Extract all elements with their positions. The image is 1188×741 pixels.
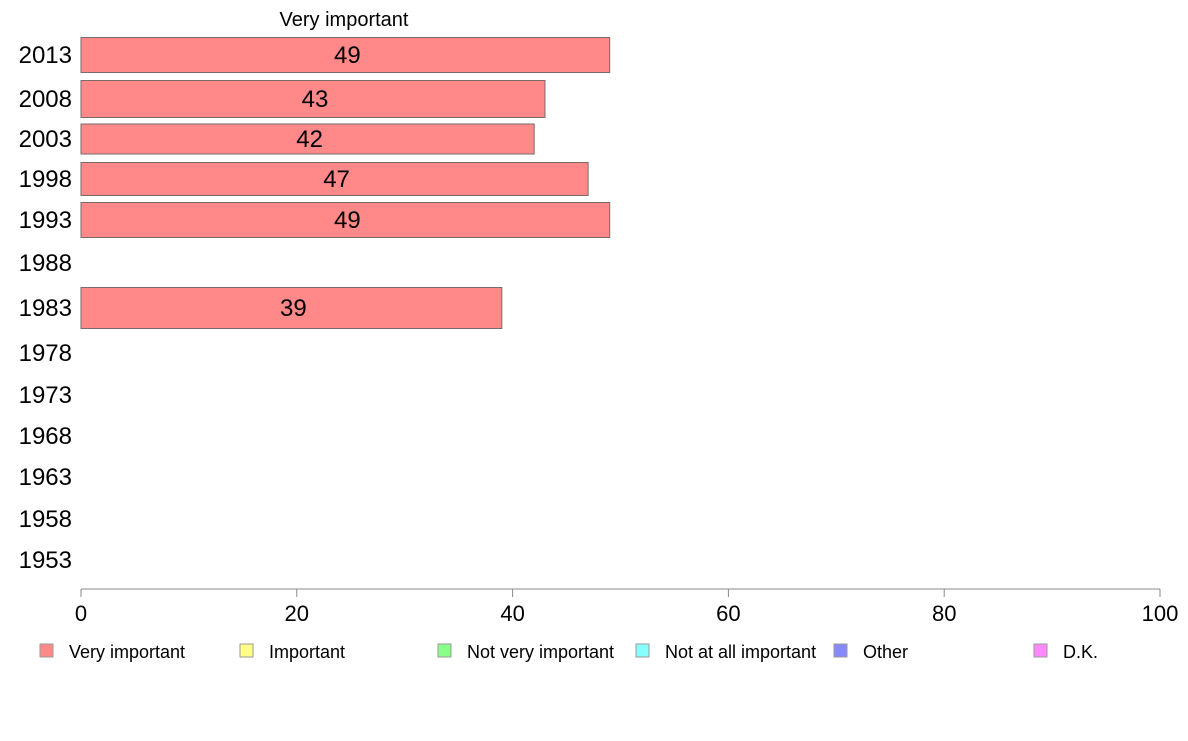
x-tick-label: 20 <box>285 601 309 626</box>
y-tick-label: 1998 <box>19 166 72 193</box>
x-tick-label: 60 <box>716 601 740 626</box>
y-tick-label: 1973 <box>19 382 72 409</box>
data-label: 49 <box>334 42 361 69</box>
y-tick-label: 2003 <box>19 126 72 153</box>
chart-title: Very important <box>280 9 409 31</box>
data-label: 39 <box>280 295 307 322</box>
bar <box>80 202 611 238</box>
legend-label: Not at all important <box>665 642 816 662</box>
x-tick-label: 80 <box>932 601 956 626</box>
data-label: 49 <box>334 207 361 234</box>
y-tick-label: 2008 <box>19 86 72 113</box>
legend: Very important Important Not very importan… <box>39 642 1098 662</box>
legend-swatch <box>437 643 452 658</box>
legend-swatch <box>1033 643 1048 658</box>
x-axis: 0 20 40 60 80 100 <box>75 588 1179 626</box>
bar <box>80 37 611 73</box>
data-label: 42 <box>296 126 323 153</box>
bar <box>80 162 589 196</box>
y-tick-label: 1983 <box>19 295 72 322</box>
legend-swatch <box>39 643 54 658</box>
y-tick-label: 1993 <box>19 207 72 234</box>
legend-swatch <box>833 643 848 658</box>
bar <box>80 287 503 329</box>
legend-label: Not very important <box>467 642 614 662</box>
bar <box>80 123 535 155</box>
legend-label: D.K. <box>1063 642 1098 662</box>
x-tick-label: 40 <box>500 601 524 626</box>
y-tick-label: 2013 <box>19 42 72 69</box>
data-label: 47 <box>323 166 350 193</box>
bar <box>80 80 546 118</box>
x-tick-label: 100 <box>1142 601 1179 626</box>
y-tick-label: 1988 <box>19 250 72 277</box>
legend-swatch <box>635 643 650 658</box>
y-tick-label: 1968 <box>19 423 72 450</box>
legend-label: Other <box>863 642 908 662</box>
x-tick-label: 0 <box>75 601 87 626</box>
data-label: 43 <box>302 86 329 113</box>
legend-swatch <box>239 643 254 658</box>
legend-label: Very important <box>69 642 185 662</box>
y-tick-label: 1963 <box>19 464 72 491</box>
y-tick-label: 1978 <box>19 340 72 367</box>
chart-rows: 2013 49 2008 43 2003 42 1998 47 1993 49 1988 1983 39… <box>19 37 611 574</box>
y-tick-label: 1953 <box>19 547 72 574</box>
legend-label: Important <box>269 642 345 662</box>
y-tick-label: 1958 <box>19 506 72 533</box>
